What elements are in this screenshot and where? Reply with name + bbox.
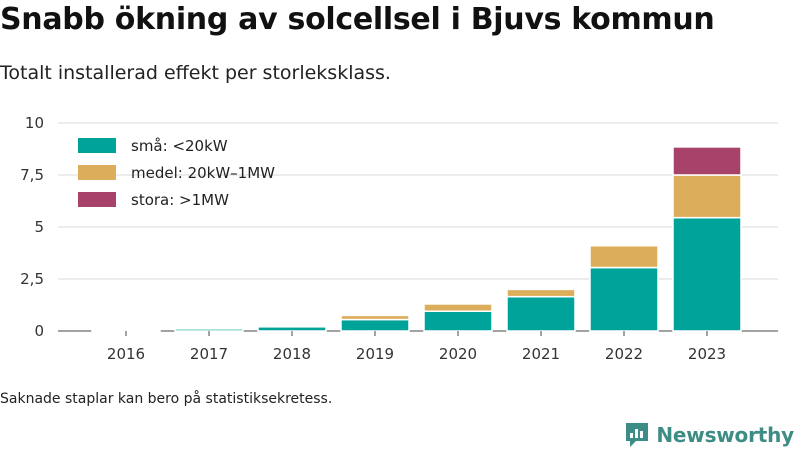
x-tick-label: 2019 (356, 345, 394, 363)
footnote: Saknade staplar kan bero på statistiksek… (0, 391, 333, 407)
x-tick-label: 2017 (190, 345, 228, 363)
bar-segment (589, 266, 659, 332)
chart-subtitle: Totalt installerad effekt per storlekskl… (0, 62, 391, 84)
bar-segment (672, 174, 742, 219)
chart-title: Snabb ökning av solcellsel i Bjuvs kommu… (0, 2, 715, 37)
y-tick-label: 2,5 (20, 270, 44, 288)
bar-segment (506, 295, 576, 332)
y-tick-label: 10 (25, 114, 44, 132)
bar-segment (506, 288, 576, 298)
bar-segment (257, 326, 327, 332)
x-tick-label: 2020 (439, 345, 477, 363)
x-tick-label: 2018 (273, 345, 311, 363)
x-tick-label: 2022 (605, 345, 643, 363)
legend-label: medel: 20kW–1MW (131, 164, 275, 182)
stacked-bar-chart: 02,557,510 2016 2017 2018 2019 2020 2021 2022 2… (20, 114, 778, 363)
legend-label: stora: >1MW (131, 191, 229, 209)
legend-label: små: <20kW (131, 137, 228, 155)
x-tick-label: 2023 (688, 345, 726, 363)
brand: Newsworthy (624, 421, 794, 449)
legend-swatch (78, 138, 116, 153)
bar-segment (589, 244, 659, 269)
bar-segment (423, 310, 493, 332)
legend-swatch (78, 165, 116, 180)
y-tick-label: 7,5 (20, 166, 44, 184)
x-tick-label: 2021 (522, 345, 560, 363)
legend-swatch (78, 192, 116, 207)
bar-segment (340, 314, 410, 321)
y-tick-label: 5 (34, 218, 44, 236)
legend: små: <20kW medel: 20kW–1MW stora: >1MW (78, 137, 275, 209)
bars (91, 146, 742, 332)
bar-segment (672, 146, 742, 176)
newsworthy-logo-icon (626, 423, 649, 447)
y-tick-label: 0 (34, 322, 44, 340)
bar-segment (672, 216, 742, 332)
y-axis-labels: 0 2,5 5 7,5 10 (20, 114, 44, 340)
bar-segment (423, 303, 493, 312)
bar-segment (174, 328, 244, 332)
bar-segment (340, 318, 410, 332)
x-tick-label: 2016 (107, 345, 145, 363)
brand-name: Newsworthy (656, 423, 794, 447)
x-axis: 2016 2017 2018 2019 2020 2021 2022 2023 (107, 331, 726, 363)
